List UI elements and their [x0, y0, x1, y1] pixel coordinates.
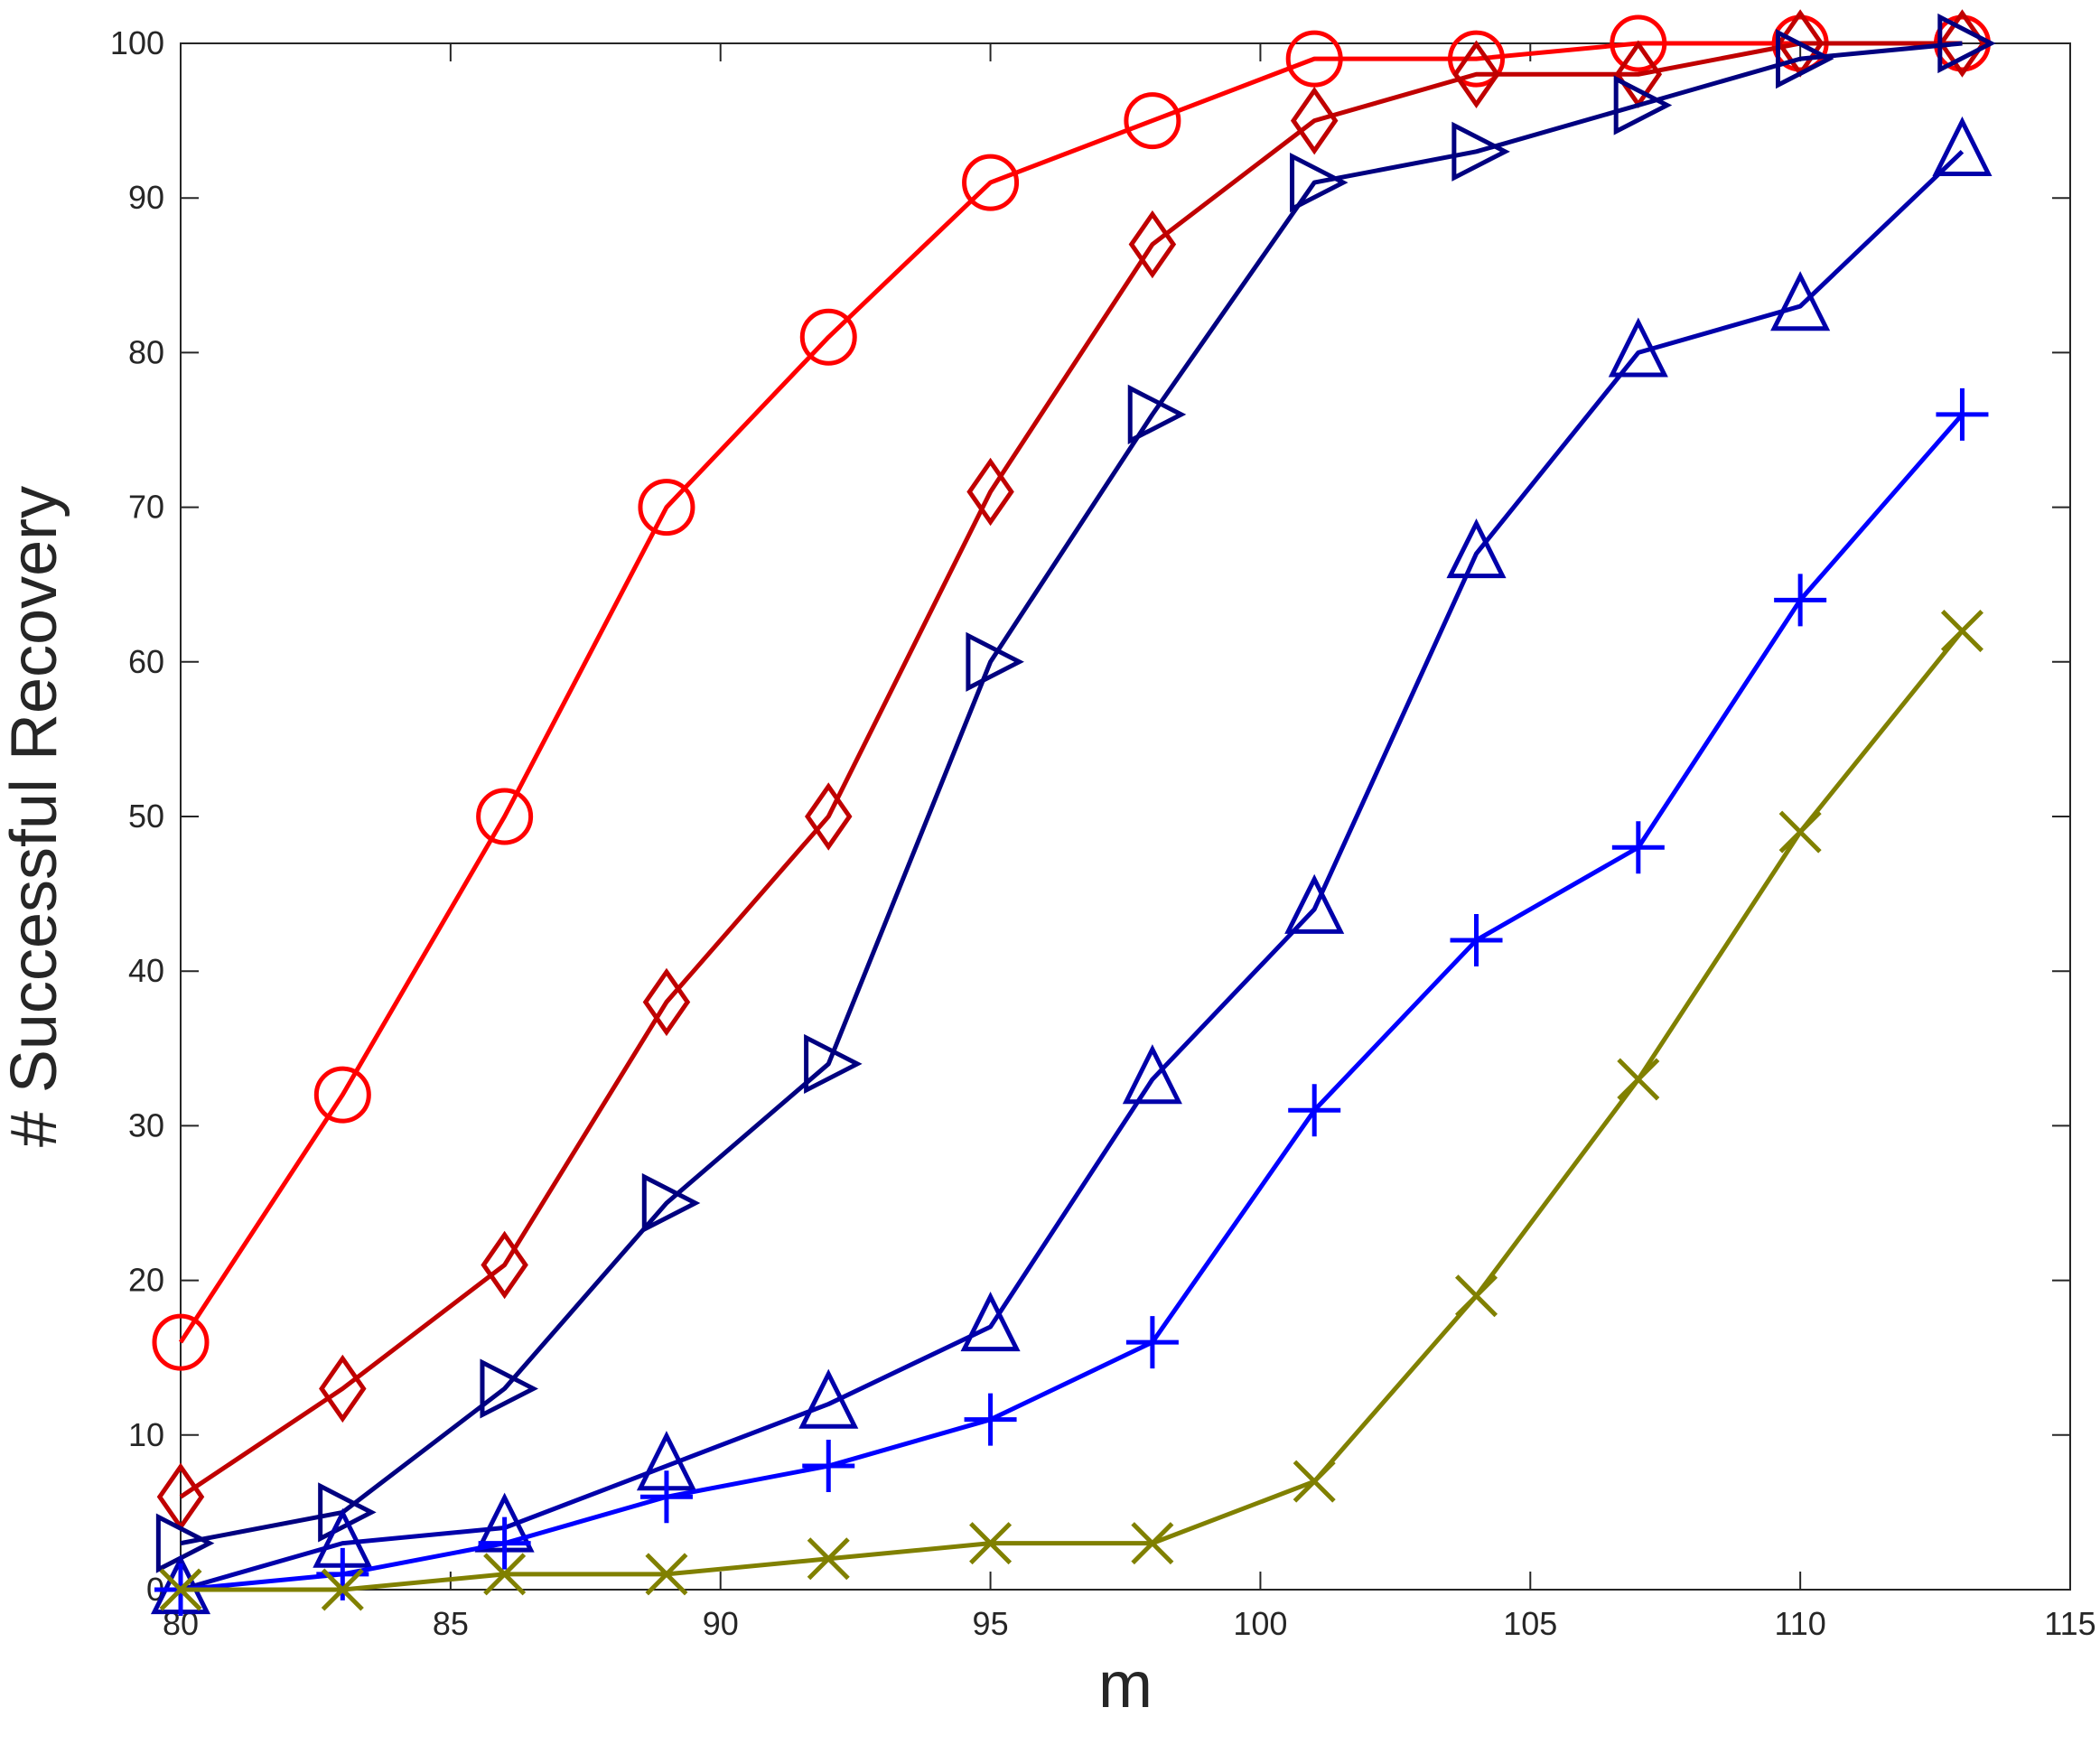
diamond-marker: [1290, 86, 1339, 155]
x-marker: [1293, 1460, 1336, 1503]
plus-marker: [1936, 387, 1989, 441]
triangle-up-marker: [1932, 116, 1993, 176]
circle-marker: [313, 1066, 371, 1124]
plus-marker: [964, 1393, 1017, 1446]
circle-marker: [1448, 30, 1506, 88]
y-tick-label: 40: [128, 952, 164, 989]
y-tick-label: 10: [128, 1416, 164, 1453]
series-triangle-right: [155, 13, 1996, 1573]
diamond-marker: [642, 967, 691, 1037]
plus-marker: [639, 1470, 693, 1524]
series-plus: [154, 387, 1989, 1616]
y-tick-label: 90: [128, 179, 164, 216]
x-tick-label: 110: [1774, 1605, 1825, 1642]
circle-marker: [638, 479, 695, 537]
x-marker: [1617, 1058, 1660, 1101]
series-line: [180, 150, 1965, 1592]
x-tick-label: 90: [703, 1605, 739, 1642]
plus-marker: [1774, 574, 1827, 627]
x-tick-label: 105: [1503, 1605, 1557, 1642]
y-axis-label: # Successful Recovery: [0, 486, 70, 1147]
diamond-marker: [966, 457, 1014, 527]
diamond-marker: [319, 1354, 367, 1423]
x-marker: [1454, 1274, 1498, 1318]
x-tick-label: 85: [433, 1605, 469, 1642]
series-diamond: [156, 9, 1986, 1532]
series-x: [159, 610, 1983, 1611]
diamond-marker: [481, 1230, 528, 1300]
plus-marker: [478, 1516, 531, 1570]
series-line: [179, 41, 1963, 1499]
series-layer: [150, 9, 1996, 1616]
x-tick-label: 115: [2044, 1605, 2095, 1642]
triangle-up-marker: [1770, 271, 1831, 331]
x-marker: [1940, 610, 1983, 653]
x-marker: [807, 1537, 850, 1581]
triangle-up-marker: [1446, 518, 1507, 579]
plus-marker: [802, 1440, 855, 1493]
triangle-right-marker: [1290, 152, 1349, 213]
triangle-up-marker: [798, 1368, 859, 1429]
series-circle: [152, 14, 1991, 1371]
y-tick-label: 50: [128, 798, 164, 835]
triangle-right-marker: [1613, 75, 1673, 135]
diamond-marker: [1128, 210, 1177, 279]
triangle-up-marker: [1608, 317, 1668, 378]
diamond-marker: [1452, 40, 1500, 108]
circle-marker: [962, 154, 1020, 211]
triangle-right-marker: [641, 1172, 701, 1234]
series-line: [181, 629, 1965, 1592]
triangle-right-marker: [155, 1513, 215, 1573]
circle-marker: [152, 1313, 210, 1371]
series-line: [180, 41, 1963, 1546]
series-line: [180, 413, 1965, 1592]
triangle-right-marker: [804, 1033, 863, 1095]
y-tick-label: 60: [128, 643, 164, 680]
y-tick-label: 70: [128, 489, 164, 526]
triangle-right-marker: [1775, 29, 1834, 89]
triangle-up-marker: [1284, 873, 1345, 934]
circle-marker: [1610, 14, 1667, 72]
x-marker: [1131, 1522, 1174, 1565]
triangle-up-marker: [1122, 1044, 1182, 1105]
triangle-up-marker: [960, 1292, 1021, 1352]
circle-marker: [476, 788, 534, 845]
circle-marker: [799, 308, 857, 366]
circle-marker: [1285, 30, 1343, 88]
plot-area: [180, 42, 2071, 1591]
plus-marker: [1611, 821, 1665, 874]
x-marker: [483, 1553, 527, 1596]
x-tick-label: 95: [973, 1605, 1009, 1642]
triangle-right-marker: [1127, 384, 1187, 444]
triangle-right-marker: [1451, 121, 1510, 182]
plus-marker: [1125, 1316, 1179, 1369]
triangle-right-marker: [1937, 13, 1996, 74]
x-marker: [1778, 810, 1822, 854]
x-marker: [321, 1568, 364, 1611]
plus-marker: [1288, 1084, 1341, 1137]
x-axis-label: m: [1098, 1649, 1153, 1722]
circle-marker: [1124, 92, 1181, 150]
x-marker: [159, 1568, 202, 1611]
y-tick-label: 80: [128, 333, 164, 370]
x-marker: [969, 1522, 1013, 1565]
y-tick-label: 100: [110, 24, 164, 61]
y-tick-label: 20: [128, 1262, 164, 1299]
diamond-marker: [805, 782, 853, 851]
y-tick-label: 30: [128, 1106, 164, 1143]
triangle-right-marker: [318, 1482, 377, 1543]
plus-marker: [1450, 913, 1503, 966]
x-tick-label: 100: [1233, 1605, 1287, 1642]
x-marker: [645, 1553, 688, 1596]
triangle-right-marker: [480, 1358, 539, 1419]
triangle-right-marker: [966, 631, 1024, 692]
